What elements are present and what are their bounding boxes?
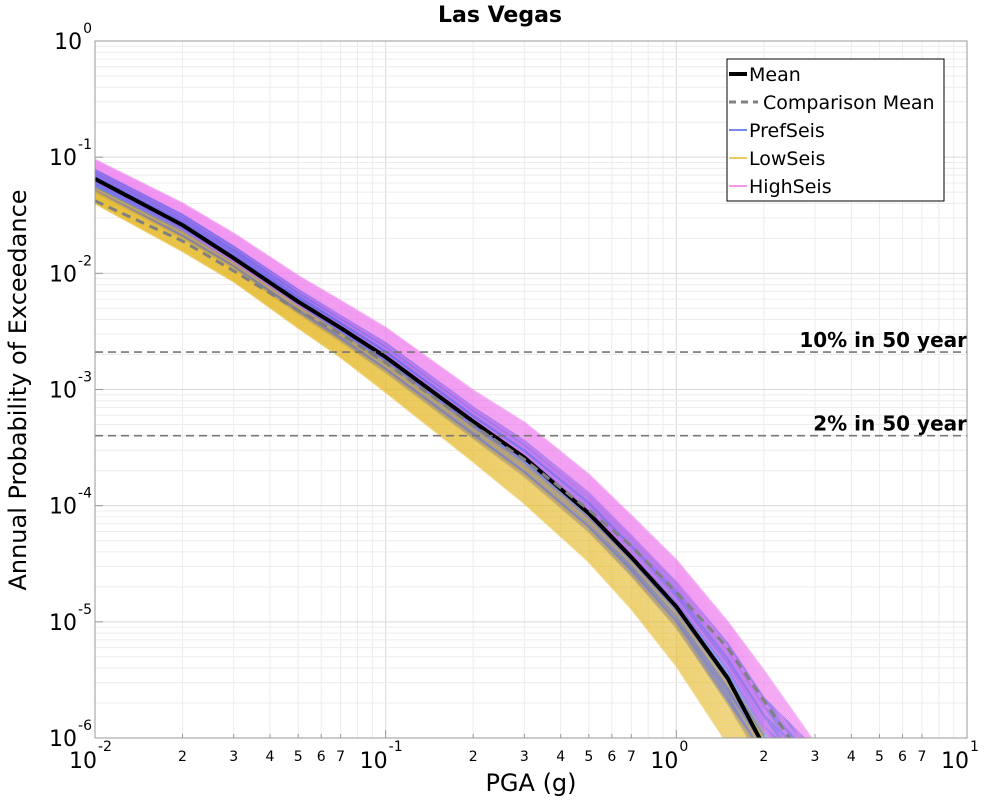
x-minor-tick-label: 5 xyxy=(584,749,593,765)
y-major-tick-label: 10 xyxy=(49,379,77,404)
x-minor-tick-label: 7 xyxy=(627,749,636,765)
x-minor-tick-label: 6 xyxy=(607,749,616,765)
x-minor-tick-label: 2 xyxy=(178,749,187,765)
x-major-tick-label: 10 xyxy=(360,749,388,774)
band-line-lowseis xyxy=(95,199,734,738)
series-line-mean xyxy=(95,177,762,738)
x-major-tick-label: 10 xyxy=(941,749,969,774)
x-minor-tick-label: 3 xyxy=(811,749,820,765)
x-major-tick-exponent: -2 xyxy=(98,739,112,755)
y-major-tick-exponent: -3 xyxy=(78,370,92,386)
x-minor-tick-label: 2 xyxy=(469,749,478,765)
band-line-highseis xyxy=(95,166,798,738)
x-major-tick-exponent: 1 xyxy=(970,739,979,755)
band-line-highseis xyxy=(95,158,813,738)
reference-line-label: 2% in 50 year xyxy=(813,412,967,436)
legend: Mean Comparison Mean PrefSeis LowSeis HighSe… xyxy=(726,58,945,202)
band-line-lowseis xyxy=(95,195,745,738)
x-minor-tick-label: 6 xyxy=(898,749,907,765)
legend-label: Comparison Mean xyxy=(763,92,935,114)
x-major-tick-label: 10 xyxy=(650,749,678,774)
y-major-tick-exponent: 0 xyxy=(83,21,92,37)
mean-lines xyxy=(95,177,792,738)
band-line-prefseis xyxy=(95,188,755,738)
y-major-tick-label: 10 xyxy=(49,262,77,287)
x-major-tick-exponent: 0 xyxy=(679,739,688,755)
band-line-lowseis xyxy=(95,187,765,738)
x-minor-tick-label: 6 xyxy=(317,749,326,765)
x-major-tick-exponent: -1 xyxy=(389,739,403,755)
legend-label: LowSeis xyxy=(749,148,825,170)
y-major-tick-exponent: -5 xyxy=(78,602,92,618)
chart-title: Las Vegas xyxy=(438,3,562,28)
y-major-tick-label: 10 xyxy=(49,146,77,171)
reference-line-label: 10% in 50 year xyxy=(799,328,967,352)
legend-box xyxy=(726,58,945,202)
y-axis-label: Annual Probability of Exceedance xyxy=(4,189,32,590)
reference-lines: 10% in 50 year 2% in 50 year xyxy=(95,328,967,437)
legend-label: HighSeis xyxy=(749,176,832,198)
x-minor-tick-label: 3 xyxy=(229,749,238,765)
x-minor-tick-label: 3 xyxy=(520,749,529,765)
band-line-prefseis xyxy=(95,174,789,738)
grid-lines xyxy=(94,40,968,739)
x-minor-tick-label: 7 xyxy=(918,749,927,765)
x-minor-tick-label: 4 xyxy=(556,749,565,765)
band-line-lowseis xyxy=(95,197,740,738)
x-minor-tick-label: 5 xyxy=(875,749,884,765)
y-major-tick-exponent: -1 xyxy=(78,137,92,153)
x-minor-tick-label: 5 xyxy=(294,749,303,765)
y-major-tick-exponent: -4 xyxy=(78,486,92,502)
band-line-lowseis xyxy=(95,202,726,738)
y-major-tick-exponent: -2 xyxy=(78,253,92,269)
x-axis-label: PGA (g) xyxy=(485,769,576,797)
band-line-highseis xyxy=(95,163,804,738)
series-line-comparison-mean xyxy=(95,199,792,738)
x-minor-tick-label: 7 xyxy=(336,749,345,765)
x-minor-tick-label: 2 xyxy=(759,749,768,765)
y-major-tick-exponent: -6 xyxy=(78,718,92,734)
band-line-highseis xyxy=(95,160,809,738)
legend-label: Mean xyxy=(749,64,801,86)
y-major-tick-label: 10 xyxy=(54,30,82,55)
x-minor-tick-label: 4 xyxy=(266,749,275,765)
x-minor-tick-label: 4 xyxy=(847,749,856,765)
x-major-tick-label: 10 xyxy=(69,749,97,774)
legend-label: PrefSeis xyxy=(749,120,825,142)
y-major-tick-label: 10 xyxy=(49,495,77,520)
y-major-tick-label: 10 xyxy=(49,727,77,752)
y-major-tick-label: 10 xyxy=(49,611,77,636)
